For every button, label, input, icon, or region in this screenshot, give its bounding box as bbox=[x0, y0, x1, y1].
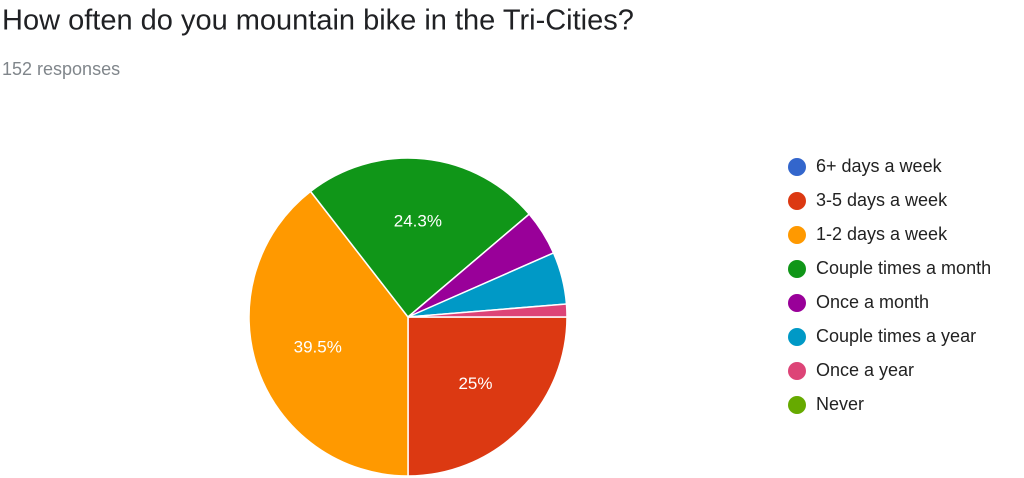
pie-slice bbox=[248, 190, 409, 477]
legend-label: Couple times a month bbox=[816, 258, 991, 278]
legend-label: Never bbox=[816, 394, 864, 414]
pie-slice bbox=[407, 303, 568, 318]
legend-label: Couple times a year bbox=[816, 326, 976, 346]
legend-label: Once a month bbox=[816, 292, 929, 312]
chart-title: How often do you mountain bike in the Tr… bbox=[2, 5, 634, 37]
legend-swatch bbox=[788, 328, 806, 346]
legend-swatch bbox=[788, 260, 806, 278]
legend-label: 3-5 days a week bbox=[816, 190, 948, 210]
legend-label: 6+ days a week bbox=[816, 156, 943, 176]
slice-label: 24.3% bbox=[394, 212, 442, 231]
legend-label: 1-2 days a week bbox=[816, 224, 948, 244]
slice-label: 39.5% bbox=[294, 337, 342, 356]
legend-swatch bbox=[788, 158, 806, 176]
response-count: 152 responses bbox=[2, 59, 120, 79]
pie-slice bbox=[309, 157, 531, 319]
legend-swatch bbox=[788, 226, 806, 244]
slice-label: 25% bbox=[458, 374, 492, 393]
pie-slice bbox=[407, 316, 568, 477]
legend-swatch bbox=[788, 192, 806, 210]
legend-swatch bbox=[788, 362, 806, 380]
legend-label: Once a year bbox=[816, 360, 914, 380]
legend-swatch bbox=[788, 294, 806, 312]
legend-swatch bbox=[788, 396, 806, 414]
